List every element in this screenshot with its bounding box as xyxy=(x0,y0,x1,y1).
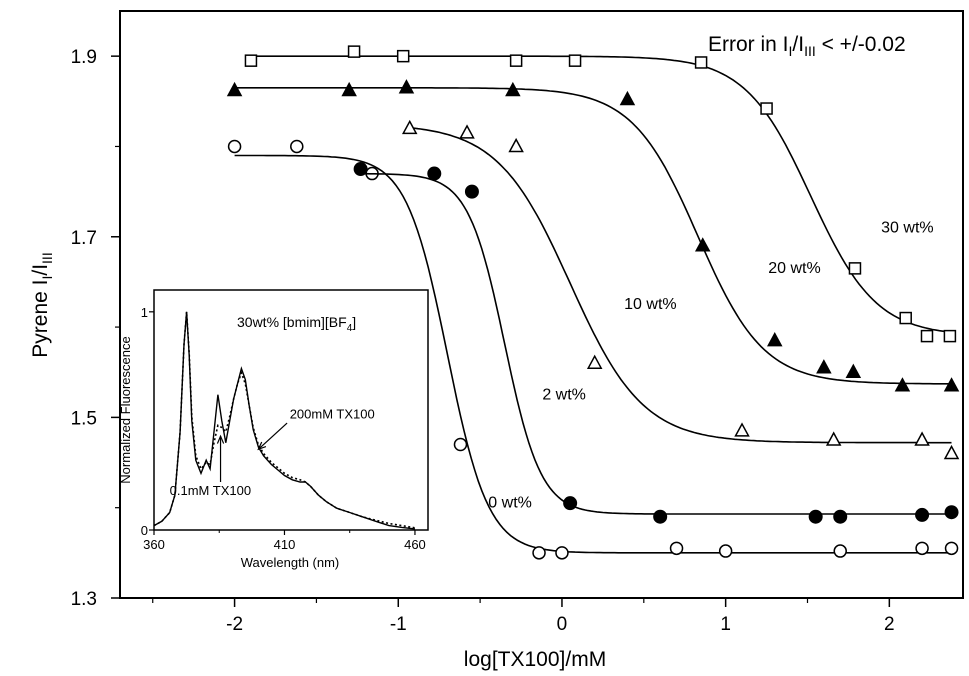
inset-line-200mm-tx100 xyxy=(153,311,416,529)
data-point xyxy=(347,45,361,58)
fit-curve-0-wt xyxy=(234,154,952,554)
data-point xyxy=(833,544,847,558)
main-plot-frame xyxy=(119,10,964,599)
annotation-label-0-1mm-tx100: 0.1mM TX100 xyxy=(170,483,251,498)
annotation-arrowhead-200mm-tx100 xyxy=(257,441,267,451)
data-point xyxy=(509,54,523,67)
data-point xyxy=(464,184,479,199)
inset-axis-ticks: 360 410 460 0 1 xyxy=(141,305,426,552)
annotation-label-200mm-tx100: 200mM TX100 xyxy=(290,407,375,422)
data-point xyxy=(833,509,848,524)
inset-x-tick-label: 360 xyxy=(143,537,165,552)
main-x-axis-title: log[TX100]/mM xyxy=(464,648,606,671)
annotation-arrow-200mm-tx100 xyxy=(257,422,288,450)
data-point xyxy=(760,102,773,115)
data-point xyxy=(718,544,733,558)
data-point xyxy=(586,354,603,369)
data-point xyxy=(290,139,304,154)
data-point xyxy=(944,505,959,520)
data-point xyxy=(694,237,711,252)
data-point xyxy=(808,509,823,524)
series-10-wt: 10 wt% xyxy=(401,119,960,460)
main-series-group: 0 wt% 2 wt% 10 wt% 20 wt% 30 wt% xyxy=(226,45,960,560)
y-tick-label: 1.3 xyxy=(71,589,97,610)
data-point xyxy=(532,546,546,560)
data-point xyxy=(943,329,957,343)
data-point xyxy=(508,137,524,153)
data-point xyxy=(899,311,912,325)
data-point xyxy=(341,81,357,97)
inset-x-tick-label: 460 xyxy=(404,537,426,552)
data-point xyxy=(427,166,442,181)
x-tick-label: 0 xyxy=(557,614,568,635)
data-point xyxy=(459,124,475,139)
data-point xyxy=(694,56,708,69)
annotation-arrowhead-0-1mm-tx100 xyxy=(216,434,225,444)
data-point xyxy=(653,509,668,524)
data-point xyxy=(734,422,750,437)
y-tick-label: 1.5 xyxy=(71,408,97,429)
data-point xyxy=(353,162,368,177)
series-label-20-wt: 20 wt% xyxy=(768,260,820,277)
series-label-30-wt: 30 wt% xyxy=(881,219,933,236)
y-tick-label: 1.7 xyxy=(71,228,97,249)
data-point xyxy=(915,541,929,556)
data-point xyxy=(848,262,862,275)
fit-curve-20-wt xyxy=(234,87,952,385)
data-point xyxy=(920,329,934,343)
data-point xyxy=(845,363,862,378)
x-tick-label: 1 xyxy=(720,614,731,635)
x-tick-label: -2 xyxy=(226,614,243,635)
x-tick-label: 2 xyxy=(884,614,895,635)
inset-plot-frame xyxy=(153,289,429,531)
main-y-axis-title: Pyrene II/IIII xyxy=(29,252,55,357)
inset-title: 30wt% [bmim][BF4] xyxy=(237,314,356,334)
data-point xyxy=(555,546,569,560)
data-point xyxy=(398,79,415,94)
data-point xyxy=(453,437,468,452)
series-label-0-wt: 0 wt% xyxy=(488,495,532,512)
x-tick-label: -1 xyxy=(390,614,407,635)
series-label-10-wt: 10 wt% xyxy=(624,296,676,313)
data-point xyxy=(401,119,418,135)
data-point xyxy=(766,332,783,347)
main-axis-ticks: -2 -1 0 1 2 1.3 1.5 1.7 1.9 xyxy=(71,47,895,635)
data-point xyxy=(669,541,684,556)
inset-y-axis-title: Normalized Fluorescence xyxy=(118,336,133,483)
y-tick-label: 1.9 xyxy=(71,47,97,68)
data-point xyxy=(914,431,930,446)
data-point xyxy=(568,54,582,67)
series-label-2-wt: 2 wt% xyxy=(542,386,586,403)
series-2-wt: 2 wt% xyxy=(353,162,959,524)
fit-curve-30-wt xyxy=(251,55,951,333)
series-30-wt: 30 wt% xyxy=(244,45,957,343)
error-annotation: Error in II/IIII < +/-0.02 xyxy=(708,33,906,59)
data-point xyxy=(226,81,243,97)
data-point xyxy=(396,49,410,63)
data-point xyxy=(619,90,636,106)
data-point xyxy=(943,444,960,460)
data-point xyxy=(244,54,258,67)
data-point xyxy=(816,359,832,374)
data-point xyxy=(944,541,959,556)
inset-y-tick-label: 1 xyxy=(141,305,148,320)
data-point xyxy=(915,507,930,522)
fit-curve-2-wt xyxy=(360,172,952,515)
inset-annotations: 200mM TX100 0.1mM TX100 xyxy=(170,407,375,498)
data-point xyxy=(563,496,578,511)
data-point xyxy=(943,377,960,392)
data-point xyxy=(825,431,842,446)
data-point xyxy=(894,377,911,392)
inset-series-group xyxy=(153,311,416,530)
inset-y-tick-label: 0 xyxy=(141,523,148,538)
data-point xyxy=(227,139,242,154)
data-point xyxy=(505,81,521,97)
series-20-wt: 20 wt% xyxy=(226,79,960,392)
inset-x-tick-label: 410 xyxy=(274,537,296,552)
inset-x-axis-title: Wavelength (nm) xyxy=(241,555,340,570)
fit-curve-10-wt xyxy=(409,126,952,444)
series-0-wt: 0 wt% xyxy=(227,139,959,560)
